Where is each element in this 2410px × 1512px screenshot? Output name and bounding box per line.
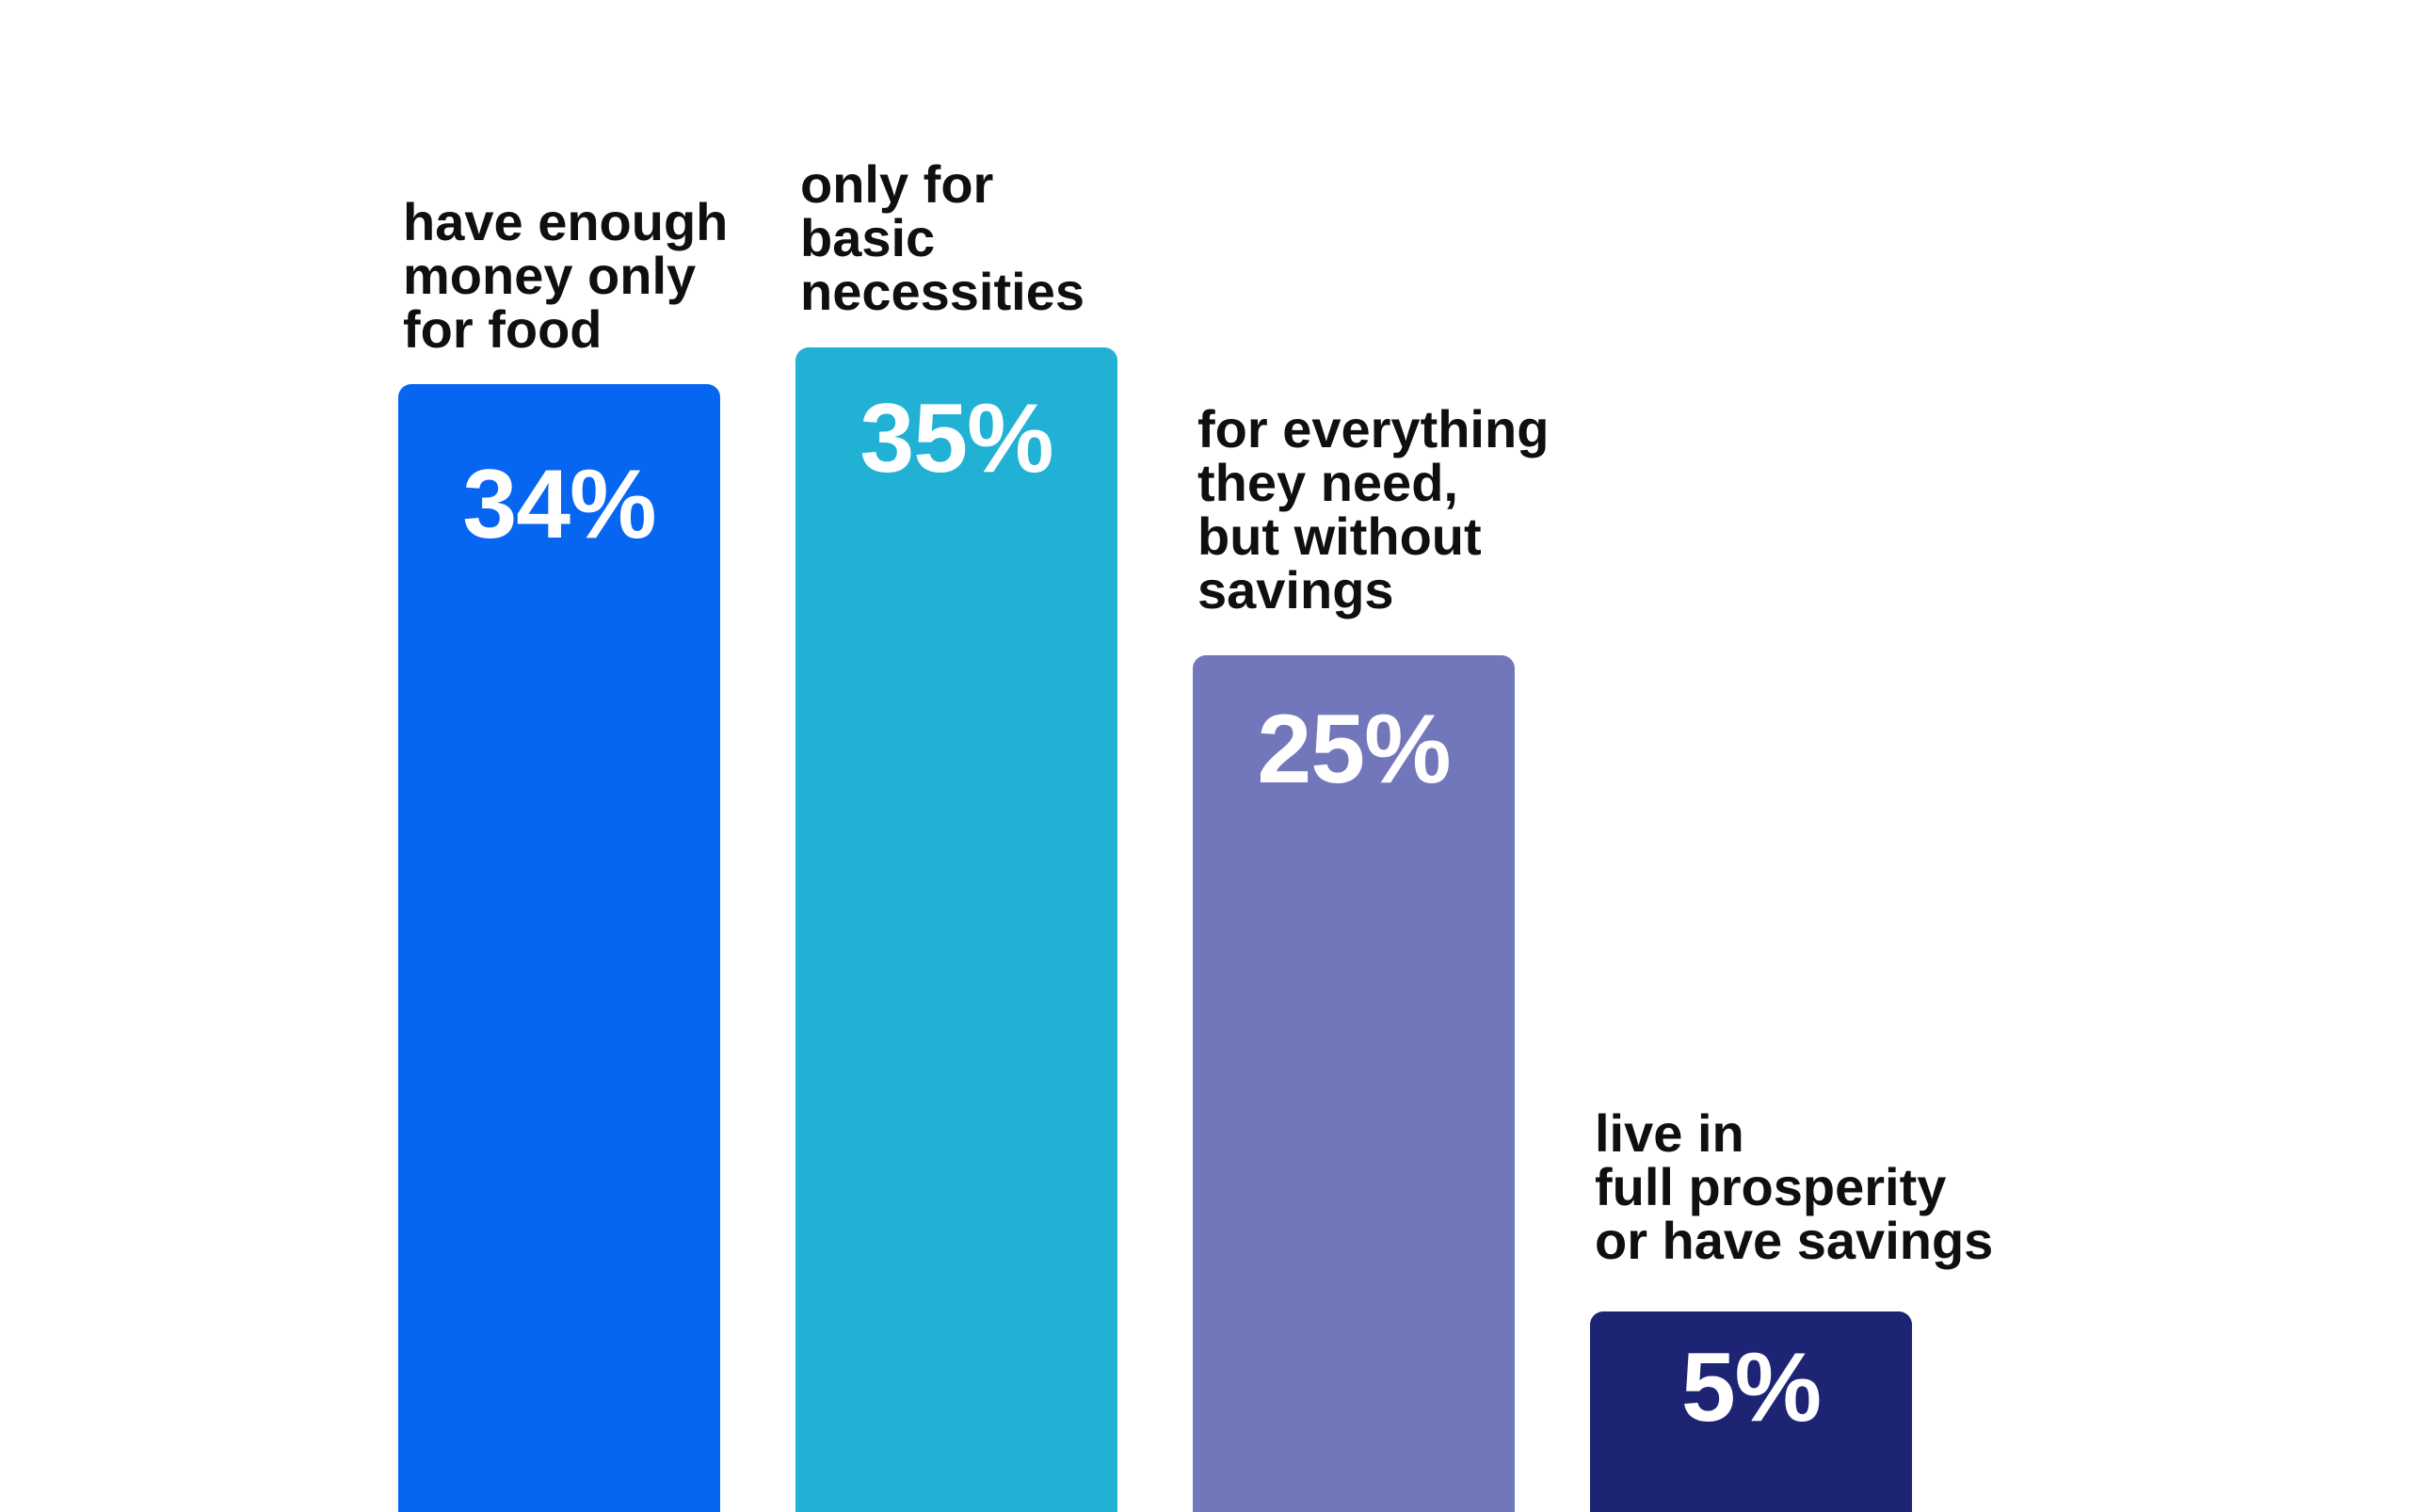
bar-value-label: 5% xyxy=(1680,1333,1822,1442)
bar-category-label: only for basic necessities xyxy=(800,154,1084,321)
bar-value-label: 35% xyxy=(860,384,1053,493)
bar: 25% xyxy=(1193,655,1515,1512)
bar: 35% xyxy=(795,347,1117,1512)
bar-category-label: live in full prosperity or have savings xyxy=(1595,1103,1994,1270)
bar-category-label: for everything they need, but without sa… xyxy=(1197,399,1550,619)
bar-value-label: 34% xyxy=(462,450,656,559)
bar-category-label: have enough money only for food xyxy=(403,192,729,359)
bar: 34% xyxy=(398,384,720,1512)
bar-value-label: 25% xyxy=(1257,695,1451,804)
bar: 5% xyxy=(1590,1311,1912,1512)
